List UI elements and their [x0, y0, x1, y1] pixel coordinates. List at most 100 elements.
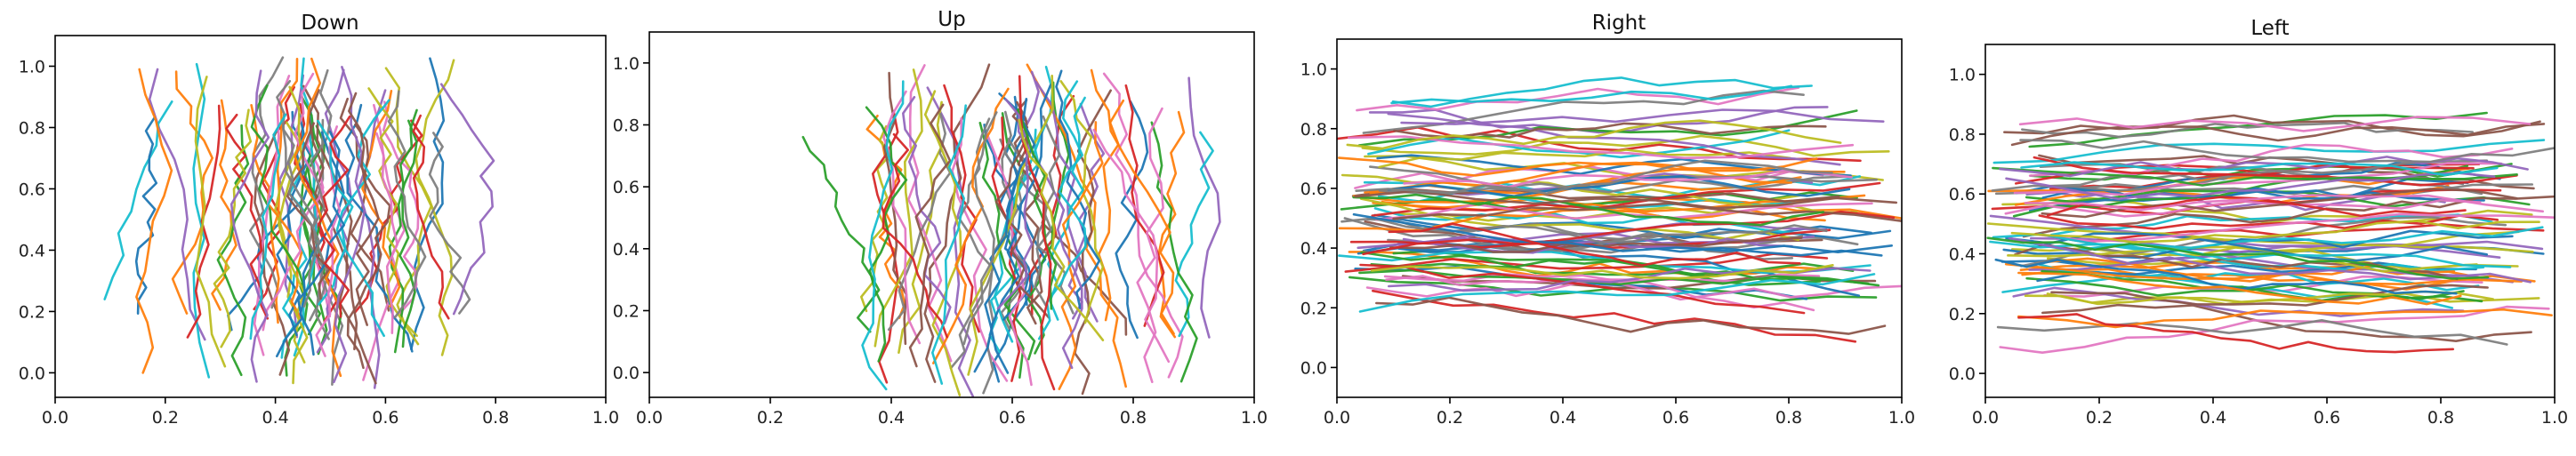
- trajectory-line: [1375, 296, 1887, 335]
- trajectory-line: [2010, 220, 2540, 244]
- trajectory-line: [1017, 108, 1058, 310]
- trajectory-line: [949, 117, 994, 370]
- trajectory-line: [194, 76, 227, 368]
- panel-right: Right 0.0 0.2 0.4 0.6 0.8 1.0 0.0 0.2 0.4 0.6 0.8 1…: [1300, 12, 1915, 428]
- trajectory-line: [357, 89, 387, 389]
- trajectory-line: [1358, 268, 1880, 287]
- trajectory-line: [1388, 222, 1801, 267]
- panel-title-down: Down: [301, 12, 358, 35]
- trajectory-line: [1400, 108, 1885, 125]
- trajectory-line: [1989, 226, 2544, 250]
- trajectory-line: [2017, 271, 2462, 306]
- x-tick-label: 0.6: [2314, 408, 2340, 428]
- panel-title-right: Right: [1592, 12, 1646, 35]
- x-tick-label: 0.0: [1324, 408, 1350, 428]
- trajectory-line: [1058, 121, 1104, 390]
- trajectory-line: [1124, 84, 1165, 327]
- trajectory-line: [410, 57, 446, 350]
- trajectory-line: [951, 116, 1009, 382]
- trajectory-line: [2018, 116, 2532, 132]
- y-tick-label: 0.6: [1300, 180, 1327, 199]
- trajectory-line: [2033, 156, 2518, 187]
- panel-title-left: Left: [2250, 17, 2289, 40]
- trajectory-line: [277, 85, 309, 385]
- trajectory-line: [994, 100, 1051, 319]
- trajectory-line: [996, 98, 1034, 310]
- y-tick-label: 1.0: [19, 57, 45, 76]
- trajectory-line: [1387, 112, 1841, 166]
- trajectory-line: [2041, 269, 2483, 303]
- trajectory-line: [1338, 156, 1818, 177]
- trajectory-line: [1361, 134, 1890, 157]
- trajectory-line: [2004, 262, 2523, 285]
- trajectory-line: [346, 123, 391, 370]
- trajectory-line: [1059, 80, 1105, 324]
- trajectory-line: [962, 111, 998, 346]
- trajectory-line: [216, 124, 250, 377]
- trajectory-line: [318, 115, 351, 318]
- y-tick-label: 0.8: [1949, 125, 1976, 145]
- y-tick-label: 0.0: [1949, 364, 1976, 384]
- x-tick-label: 0.8: [482, 408, 509, 428]
- y-tick-label: 0.2: [1949, 305, 1976, 324]
- x-tick-label: 0.8: [1120, 408, 1147, 428]
- trajectory-line: [1362, 89, 1805, 134]
- x-tick-label: 1.0: [592, 408, 619, 428]
- trajectory-line: [229, 69, 270, 383]
- panel-title-up: Up: [938, 8, 965, 31]
- trajectory-line: [1352, 193, 1825, 227]
- trajectory-line: [2028, 254, 2514, 284]
- trajectory-line: [225, 113, 270, 320]
- trajectory-line: [1992, 233, 2512, 268]
- trajectory-line: [2024, 194, 2544, 213]
- trajectory-line: [1986, 236, 2490, 280]
- trajectory-line: [2020, 161, 2499, 177]
- trajectory-line: [1358, 273, 1876, 313]
- trajectory-line: [348, 92, 380, 326]
- trajectory-line: [2050, 284, 2489, 307]
- y-tick-label: 0.6: [1949, 185, 1976, 204]
- y-tick-label: 0.0: [19, 364, 45, 383]
- trajectory-line: [300, 113, 328, 356]
- trajectory-line: [1018, 118, 1105, 341]
- trajectory-line: [1174, 131, 1214, 338]
- trajectory-lines: [1337, 76, 1902, 343]
- x-tick-label: 0.4: [2200, 408, 2226, 428]
- trajectory-line: [1370, 264, 1834, 280]
- trajectory-line: [908, 103, 952, 368]
- y-tick-label: 0.2: [19, 302, 45, 322]
- trajectory-line: [907, 64, 953, 363]
- x-tick-label: 0.6: [1662, 408, 1689, 428]
- trajectory-line: [2041, 188, 2518, 219]
- trajectory-line: [1150, 121, 1198, 383]
- trajectory-line: [1356, 86, 1800, 112]
- trajectory-line: [2034, 223, 2545, 244]
- trajectory-line: [171, 70, 213, 315]
- trajectory-line: [931, 104, 967, 385]
- trajectory-line: [1378, 148, 1791, 169]
- trajectory-line: [249, 113, 287, 340]
- trajectory-line: [1055, 69, 1101, 309]
- trajectory-line: [103, 100, 173, 300]
- trajectory-line: [1372, 289, 1857, 343]
- trajectory-line: [2005, 232, 2488, 262]
- axes-frame: [648, 31, 1255, 398]
- x-tick-label: 0.2: [2086, 408, 2113, 428]
- trajectory-line: [439, 83, 495, 316]
- panel-left: Left 0.0 0.2 0.4 0.6 0.8 1.0 0.0 0.2 0.4 0.6 0.8 1.…: [1949, 17, 2568, 428]
- trajectory-line: [2038, 212, 2555, 243]
- trajectory-line: [2005, 172, 2496, 201]
- y-tick-label: 0.4: [1300, 239, 1327, 259]
- trajectory-line: [1999, 305, 2550, 354]
- x-tick-label: 0.2: [1437, 408, 1463, 428]
- x-tick-label: 0.2: [152, 408, 179, 428]
- y-tick-label: 0.4: [613, 240, 640, 260]
- axes-frame: [54, 35, 607, 398]
- y-tick-label: 1.0: [1949, 66, 1976, 85]
- trajectory-line: [1092, 128, 1171, 364]
- trajectory-line: [984, 98, 1036, 374]
- y-tick-label: 0.8: [613, 116, 640, 135]
- x-tick-label: 0.0: [42, 408, 68, 428]
- trajectory-line: [2013, 162, 2503, 196]
